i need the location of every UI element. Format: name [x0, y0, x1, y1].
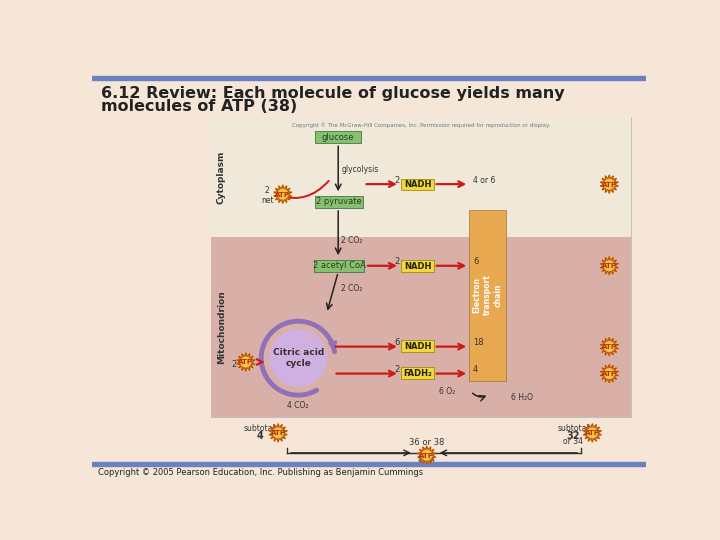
Polygon shape — [600, 175, 618, 193]
Text: 4: 4 — [256, 430, 263, 441]
Polygon shape — [600, 256, 618, 275]
Polygon shape — [274, 185, 292, 204]
Text: 4 or 6: 4 or 6 — [473, 176, 495, 185]
Polygon shape — [600, 364, 618, 383]
Text: 2: 2 — [395, 176, 400, 185]
Text: subtotal: subtotal — [557, 423, 589, 433]
Text: NADH: NADH — [404, 180, 431, 189]
Bar — [401, 260, 433, 272]
Bar — [92, 76, 647, 80]
Circle shape — [604, 342, 614, 352]
Polygon shape — [269, 423, 287, 442]
Text: ATP: ATP — [419, 453, 434, 458]
Text: glucose: glucose — [322, 133, 354, 141]
Circle shape — [604, 261, 614, 271]
Text: ATP: ATP — [602, 344, 617, 350]
Circle shape — [278, 190, 287, 199]
Text: Electron
transport
chain: Electron transport chain — [473, 275, 503, 315]
Polygon shape — [237, 353, 255, 372]
Text: 2: 2 — [395, 258, 400, 266]
Text: ATP: ATP — [271, 430, 286, 436]
Text: 6: 6 — [473, 258, 478, 266]
Text: Mitochondrion: Mitochondrion — [217, 290, 225, 364]
Text: 4 CO₂: 4 CO₂ — [287, 401, 309, 410]
Text: FADH₂: FADH₂ — [403, 369, 432, 377]
Text: Copyright © 2005 Pearson Education, Inc. Publishing as Benjamin Cummings: Copyright © 2005 Pearson Education, Inc.… — [98, 468, 423, 476]
Text: 6 H₂O: 6 H₂O — [511, 393, 534, 402]
Text: 6.12 Review: Each molecule of glucose yields many: 6.12 Review: Each molecule of glucose yi… — [101, 86, 564, 102]
Circle shape — [274, 428, 283, 437]
Text: 18: 18 — [473, 338, 484, 347]
Bar — [315, 195, 363, 208]
Text: 36 or 38: 36 or 38 — [409, 438, 444, 447]
Text: 2 pyruvate: 2 pyruvate — [316, 197, 362, 206]
Text: 2 acetyl CoA: 2 acetyl CoA — [312, 261, 366, 270]
Text: ATP: ATP — [585, 430, 600, 436]
Text: Citric acid
cycle: Citric acid cycle — [273, 348, 324, 368]
Text: 2 CO₂: 2 CO₂ — [341, 285, 362, 293]
Bar — [315, 131, 361, 143]
Circle shape — [604, 179, 614, 189]
Circle shape — [269, 329, 327, 387]
Text: 6: 6 — [395, 338, 400, 347]
Circle shape — [241, 357, 251, 367]
Polygon shape — [600, 338, 618, 356]
Text: Copyright © The McGraw-Hill Companies, Inc. Permission required for reproduction: Copyright © The McGraw-Hill Companies, I… — [292, 123, 550, 128]
Text: Cytoplasm: Cytoplasm — [217, 150, 225, 204]
Bar — [469, 210, 506, 381]
Text: 32: 32 — [567, 430, 580, 441]
Text: subtotal: subtotal — [244, 423, 276, 433]
Text: or 34: or 34 — [563, 437, 583, 447]
Text: ATP: ATP — [275, 192, 290, 198]
Text: 2: 2 — [395, 365, 400, 374]
Bar — [211, 117, 631, 417]
Text: 6 O₂: 6 O₂ — [439, 387, 456, 396]
Bar — [211, 117, 631, 237]
Text: glycolysis: glycolysis — [342, 165, 379, 174]
Text: NADH: NADH — [404, 342, 431, 351]
Text: molecules of ATP (38): molecules of ATP (38) — [101, 99, 297, 114]
Bar — [401, 179, 433, 190]
Bar — [211, 237, 631, 417]
Bar — [401, 340, 433, 352]
Text: 2
net: 2 net — [261, 186, 274, 205]
Bar — [314, 260, 364, 272]
Circle shape — [604, 369, 614, 379]
Text: ATP: ATP — [602, 263, 617, 269]
Polygon shape — [418, 446, 436, 464]
Text: 2: 2 — [231, 360, 237, 369]
Bar — [401, 367, 433, 379]
Text: ATP: ATP — [238, 360, 253, 366]
Circle shape — [588, 428, 597, 437]
Text: NADH: NADH — [404, 262, 431, 271]
Text: ATP: ATP — [602, 181, 617, 187]
Text: 2 CO₂: 2 CO₂ — [341, 236, 363, 245]
Circle shape — [422, 450, 431, 460]
Text: total: total — [418, 455, 436, 464]
Text: 4: 4 — [473, 365, 478, 374]
Text: ATP: ATP — [602, 371, 617, 377]
Polygon shape — [583, 423, 601, 442]
Bar — [92, 462, 647, 466]
